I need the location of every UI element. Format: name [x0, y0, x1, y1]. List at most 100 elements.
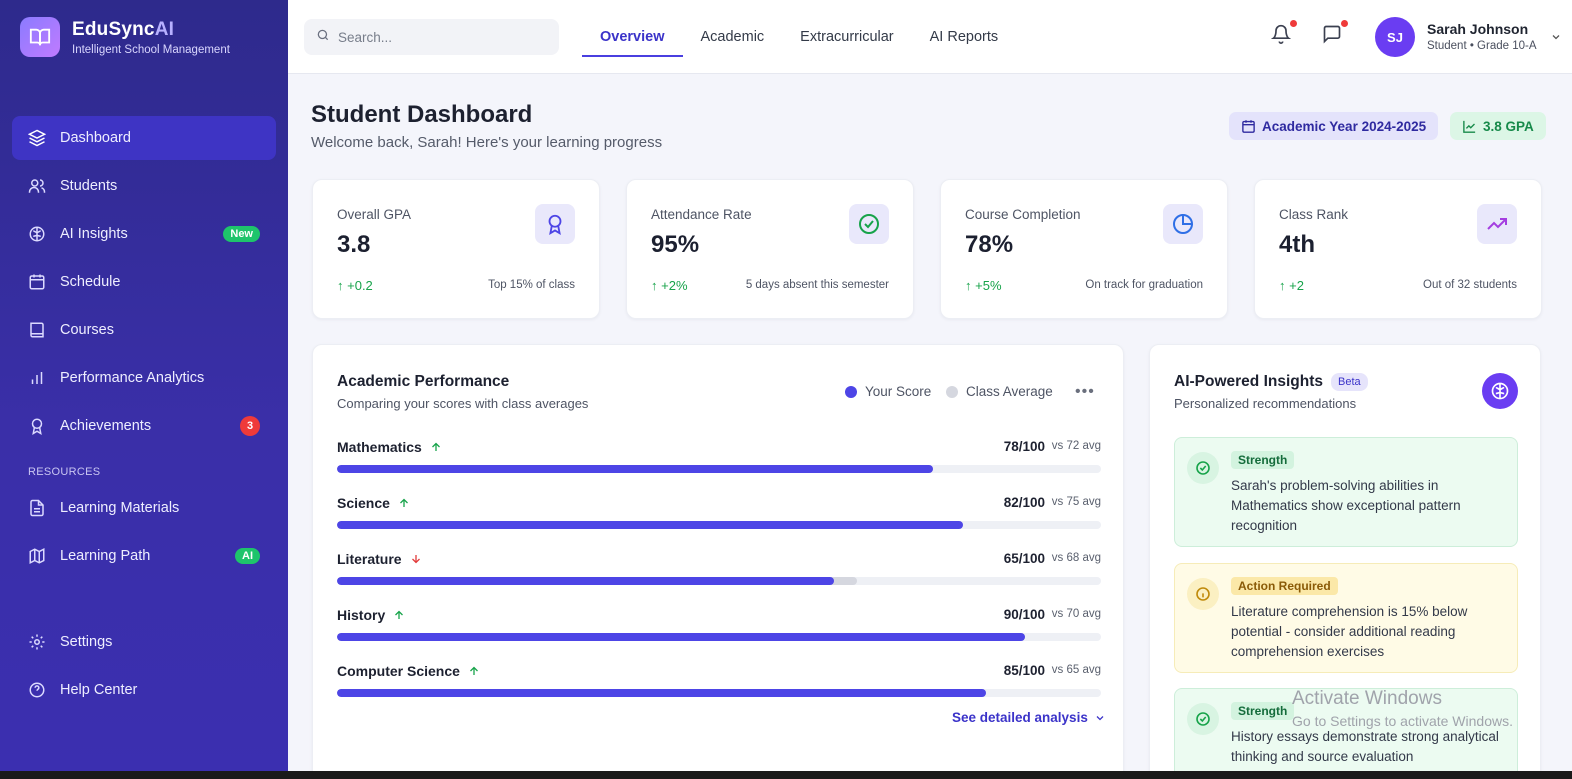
sidebar-item-label: Help Center [60, 682, 138, 698]
stat-change: ↑ +2% [651, 278, 688, 293]
users-icon [28, 177, 46, 195]
beta-badge: Beta [1331, 373, 1368, 391]
user-name[interactable]: Sarah Johnson [1427, 21, 1529, 37]
ai-badge: AI [235, 548, 260, 564]
subject-average: vs 75 avg [1051, 496, 1101, 508]
sidebar-item-performance-analytics[interactable]: Performance Analytics [12, 356, 276, 400]
more-options-button[interactable]: ••• [1075, 383, 1095, 400]
subject-average: vs 72 avg [1051, 440, 1101, 452]
sidebar-item-achievements[interactable]: Achievements 3 [12, 404, 276, 448]
subject-score: 85/100 [1003, 663, 1045, 678]
sidebar-item-label: Achievements [60, 418, 152, 434]
sidebar-item-students[interactable]: Students [12, 164, 276, 208]
tab-academic[interactable]: Academic [700, 29, 765, 45]
messages-button[interactable] [1321, 20, 1348, 47]
arrow-up-icon [393, 609, 405, 621]
insight-card-strength[interactable]: Strength Sarah's problem-solving abiliti… [1174, 437, 1518, 547]
check-circle-icon [849, 204, 889, 244]
tab-overview[interactable]: Overview [582, 0, 683, 74]
score-track [337, 633, 1101, 641]
sidebar-item-label: Performance Analytics [60, 370, 205, 386]
insights-title: AI-Powered Insights Beta [1174, 373, 1368, 391]
brand[interactable]: EduSyncAI Intelligent School Management [0, 0, 288, 74]
subject-score: 65/100 [1003, 551, 1045, 566]
sidebar-item-label: Students [60, 178, 118, 194]
avatar[interactable]: SJ [1375, 17, 1415, 57]
insight-text: Sarah's problem-solving abilities in Mat… [1231, 478, 1461, 533]
notifications-button[interactable] [1270, 20, 1297, 47]
legend-your-score: Your Score [845, 384, 931, 399]
search-input[interactable] [338, 29, 538, 45]
brain-icon [28, 225, 46, 243]
check-circle-icon [1187, 452, 1219, 484]
performance-subtitle: Comparing your scores with class average… [337, 396, 589, 411]
score-track [337, 689, 1101, 697]
sidebar-item-label: Dashboard [60, 130, 131, 146]
sidebar-item-settings[interactable]: Settings [12, 620, 276, 664]
subject-score: 78/100 [1003, 439, 1045, 454]
insight-card-action[interactable]: Action Required Literature comprehension… [1174, 563, 1518, 673]
award-icon [535, 204, 575, 244]
sidebar-bottom-nav: Settings Help Center [12, 620, 276, 716]
subject-average: vs 65 avg [1051, 664, 1101, 676]
sidebar-nav: Dashboard Students AI Insights New Sched… [12, 116, 276, 582]
stat-value: 3.8 [337, 231, 371, 258]
score-bar [337, 577, 834, 585]
resources-section-label: RESOURCES [28, 466, 101, 478]
user-role: Student • Grade 10-A [1427, 40, 1537, 52]
file-icon [28, 499, 46, 517]
sidebar-item-learning-materials[interactable]: Learning Materials [12, 486, 276, 530]
insight-tag: Strength [1231, 451, 1295, 469]
stat-card-attendance: Attendance Rate 95% ↑ +2% 5 days absent … [626, 179, 914, 319]
brand-name: EduSyncAI [72, 18, 175, 40]
page-title: Student Dashboard [311, 101, 533, 128]
achievements-count-badge: 3 [240, 416, 260, 436]
sidebar-item-help-center[interactable]: Help Center [12, 668, 276, 712]
sidebar-item-ai-insights[interactable]: AI Insights New [12, 212, 276, 256]
score-track [337, 521, 1101, 529]
subject-average: vs 68 avg [1051, 552, 1101, 564]
brain-icon[interactable] [1482, 373, 1518, 409]
search-box[interactable] [304, 19, 559, 55]
score-track [337, 577, 1101, 585]
subject-name: Literature [337, 551, 422, 567]
sidebar-item-label: Settings [60, 634, 113, 650]
arrow-up-icon [468, 665, 480, 677]
stat-note: On track for graduation [1085, 279, 1203, 291]
chevron-down-icon [1094, 712, 1106, 724]
award-icon [28, 417, 46, 435]
subject-name: Computer Science [337, 663, 480, 679]
academic-year-pill[interactable]: Academic Year 2024-2025 [1229, 112, 1439, 140]
tab-ai-reports[interactable]: AI Reports [929, 29, 999, 45]
gpa-pill-label: 3.8 GPA [1483, 118, 1534, 134]
chevron-down-icon[interactable] [1550, 30, 1562, 48]
stat-change: ↑ +5% [965, 278, 1002, 293]
sidebar-item-label: AI Insights [60, 226, 128, 242]
taskbar [0, 771, 1572, 779]
stat-note: Top 15% of class [488, 279, 575, 291]
page-subtitle: Welcome back, Sarah! Here's your learnin… [311, 134, 663, 151]
top-header: Overview Academic Extracurricular AI Rep… [288, 0, 1572, 74]
sidebar-item-label: Learning Materials [60, 500, 180, 516]
windows-activation-watermark: Activate Windows Go to Settings to activ… [1292, 688, 1513, 729]
tab-extracurricular[interactable]: Extracurricular [800, 29, 894, 45]
sidebar-item-courses[interactable]: Courses [12, 308, 276, 352]
insight-card-strength[interactable]: Strength History essays demonstrate stro… [1174, 688, 1518, 779]
stat-card-gpa: Overall GPA 3.8 ↑ +0.2 Top 15% of class [312, 179, 600, 319]
stat-label: Attendance Rate [651, 207, 752, 222]
arrow-down-icon [410, 553, 422, 565]
notification-dot [1290, 20, 1297, 27]
stat-label: Overall GPA [337, 207, 412, 222]
sidebar-item-learning-path[interactable]: Learning Path AI [12, 534, 276, 578]
subject-average: vs 70 avg [1051, 608, 1101, 620]
stat-value: 78% [965, 231, 1014, 258]
stat-label: Class Rank [1279, 207, 1349, 222]
score-bar [337, 465, 933, 473]
see-detailed-analysis-link[interactable]: See detailed analysis [952, 710, 1106, 725]
gpa-pill: 3.8 GPA [1450, 112, 1546, 140]
stat-value: 95% [651, 231, 700, 258]
sidebar-item-dashboard[interactable]: Dashboard [12, 116, 276, 160]
sidebar-item-label: Schedule [60, 274, 121, 290]
sidebar-item-schedule[interactable]: Schedule [12, 260, 276, 304]
book-icon [28, 321, 46, 339]
